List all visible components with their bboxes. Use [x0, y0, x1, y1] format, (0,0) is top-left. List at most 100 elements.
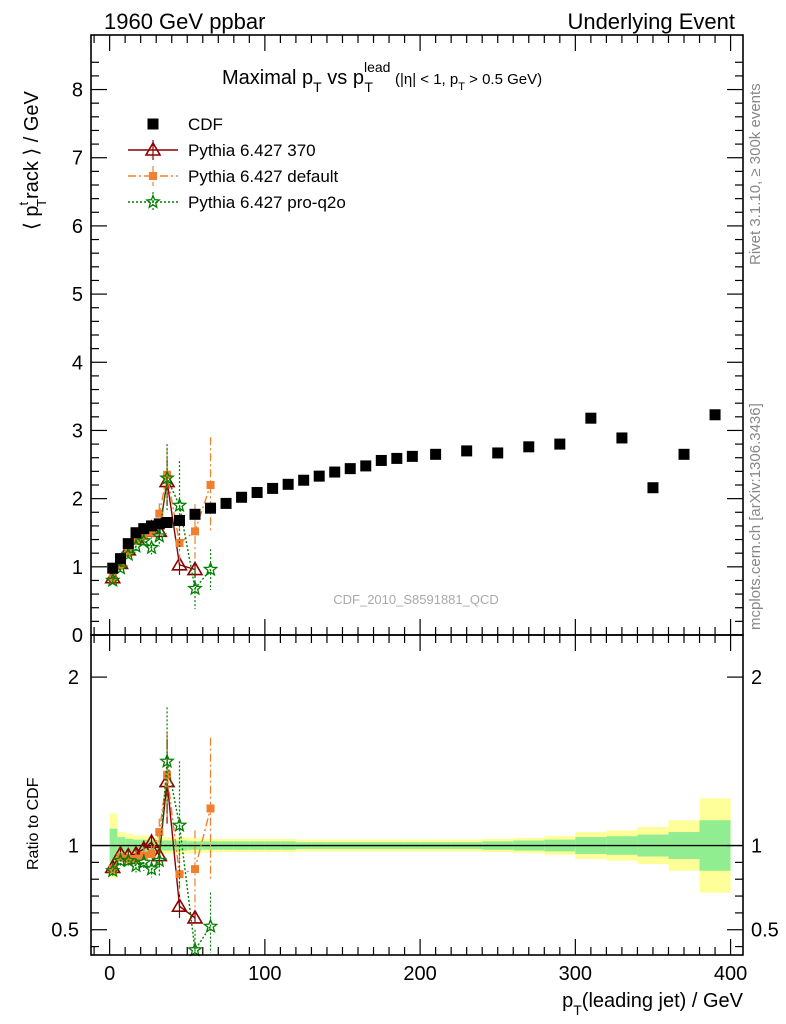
- header-right: Underlying Event: [567, 9, 735, 34]
- cdf-data-point: [189, 508, 201, 520]
- data-point: [143, 860, 160, 876]
- header-left: 1960 GeV ppbar: [104, 9, 265, 34]
- cdf-data-point: [492, 447, 504, 459]
- cdf-data-point: [205, 502, 217, 514]
- data-point: [163, 770, 172, 779]
- legend-marker: [149, 172, 157, 180]
- data-point: [124, 549, 133, 558]
- cdf-data-point: [122, 538, 134, 550]
- rivet-version-label: Rivet 3.1.10, ≥ 300k events: [747, 83, 764, 265]
- cdf-data-point: [406, 450, 418, 462]
- data-point: [171, 497, 188, 513]
- y-tick-label: 4: [72, 352, 83, 374]
- data-point: [187, 941, 203, 957]
- y-tick-label: 1: [72, 557, 83, 579]
- cdf-data-point: [375, 454, 387, 466]
- legend-label: Pythia 6.427 default: [188, 167, 339, 186]
- cdf-data-point: [153, 518, 165, 530]
- data-point: [151, 527, 168, 543]
- data-point: [120, 852, 137, 868]
- cdf-data-point: [220, 497, 232, 509]
- ratio-y-tick-label-right: 2: [751, 667, 762, 689]
- main-ylabel: ⟨ pt Track ⟩ / GeV: [16, 90, 49, 230]
- data-point: [143, 539, 160, 555]
- data-point: [155, 509, 164, 518]
- ratio-panel-frame: [90, 634, 744, 956]
- ratio-uncertainty-bands: [91, 798, 743, 893]
- y-tick-label: 0: [72, 625, 83, 647]
- cdf-data-point: [138, 523, 150, 535]
- title-sub2: T: [364, 79, 373, 95]
- mcplots-source-label: mcplots.cern.ch [arXiv:1306.3436]: [747, 403, 764, 630]
- y-tick-label: 7: [72, 148, 83, 170]
- cdf-data-point: [461, 445, 473, 457]
- data-point: [206, 481, 215, 489]
- ylabel-open: ⟨ p: [21, 206, 43, 230]
- cdf-data-point: [282, 478, 294, 490]
- cdf-data-point: [360, 460, 372, 472]
- cdf-data-point: [267, 482, 279, 494]
- ratio-y-tick-label: 2: [68, 667, 79, 689]
- title-main: Maximal p: [222, 67, 313, 89]
- data-point: [191, 865, 200, 874]
- cdf-data-point: [329, 466, 341, 478]
- data-point: [108, 865, 117, 874]
- ylabel-sup: t: [16, 202, 31, 206]
- y-tick-label: 2: [72, 489, 83, 511]
- cdf-data-point: [647, 482, 659, 494]
- data-point: [147, 849, 156, 858]
- legend-label: CDF: [188, 115, 223, 134]
- cdf-data-point: [344, 463, 356, 475]
- title-cut1: (|η| < 1, p: [395, 71, 458, 88]
- x-tick-label: 100: [248, 963, 281, 985]
- xlabel-rest: (leading jet) / GeV: [582, 990, 744, 1012]
- data-point: [163, 470, 172, 479]
- title-cut-sub: T: [458, 81, 465, 93]
- ratio-y-tick-label-right: 0.5: [751, 920, 779, 942]
- data-point: [202, 918, 219, 934]
- legend-label: Pythia 6.427 370: [188, 141, 316, 160]
- cdf-data-point: [146, 520, 158, 532]
- data-point: [104, 862, 121, 878]
- data-point: [171, 556, 188, 571]
- series-line: [112, 474, 212, 579]
- cdf-data-point: [251, 487, 263, 498]
- xlabel-sub: T: [573, 1002, 582, 1018]
- cdf-data-point: [709, 409, 721, 421]
- data-point: [135, 532, 152, 548]
- data-point: [187, 580, 203, 596]
- title-vs: vs p: [322, 67, 364, 89]
- analysis-watermark: CDF_2010_S8591881_QCD: [333, 592, 499, 607]
- y-tick-label: 6: [72, 216, 83, 238]
- main-panel-marks: [104, 409, 721, 610]
- ratio-panel-marks: [104, 707, 219, 957]
- y-tick-label: 5: [72, 284, 83, 306]
- data-point: [171, 816, 188, 833]
- cdf-data-point: [585, 412, 597, 424]
- data-point: [151, 852, 168, 868]
- legend-marker: [145, 193, 161, 209]
- ylabel-rest: rack ⟩ / GeV: [21, 90, 43, 198]
- main-title: Maximal pT vs plead T (|η| < 1, pT > 0.5 G…: [222, 59, 542, 95]
- legend-marker: [144, 141, 162, 156]
- data-point: [206, 804, 215, 813]
- data-point: [135, 854, 152, 870]
- ratio-y-tick-label: 1: [68, 836, 79, 858]
- ylabel-sub: T: [34, 199, 49, 207]
- ratio-ylabel: Ratio to CDF: [25, 777, 42, 870]
- data-point: [191, 527, 200, 536]
- cdf-data-point: [173, 514, 185, 526]
- data-point: [171, 897, 188, 912]
- title-sub1: T: [313, 79, 322, 95]
- xlabel-p: p: [562, 990, 573, 1012]
- cdf-data-point: [236, 491, 248, 503]
- cdf-data-point: [391, 452, 403, 464]
- data-point: [124, 855, 133, 863]
- data-point: [159, 752, 175, 769]
- data-point: [155, 828, 164, 837]
- legend: CDF Pythia 6.427 370 Pythia 6.427 default P…: [128, 115, 346, 212]
- cdf-data-point: [616, 432, 628, 444]
- data-point: [147, 528, 156, 537]
- cdf-data-point: [523, 441, 535, 453]
